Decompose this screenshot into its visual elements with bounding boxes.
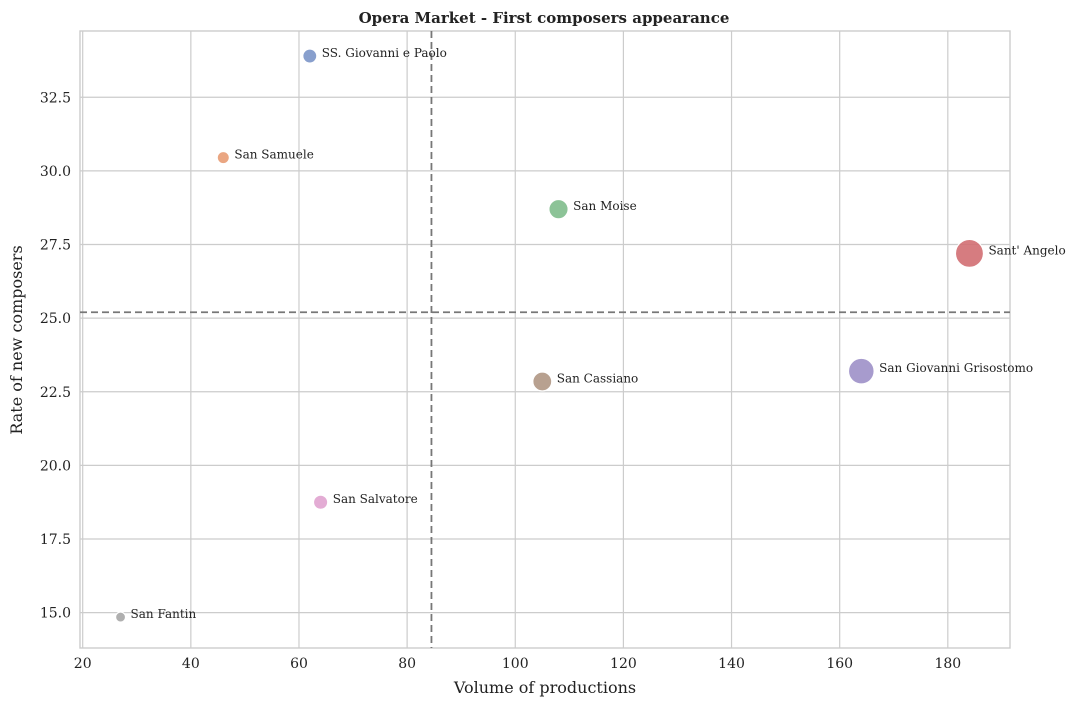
point-labels: SS. Giovanni e Paolo San Samuele San Moise… — [131, 46, 1066, 621]
point-label: Sant' Angelo — [988, 243, 1065, 257]
point-label: San Fantin — [131, 607, 197, 621]
data-point — [114, 611, 127, 623]
x-tick-label: 140 — [718, 656, 745, 672]
plot-frame — [79, 30, 1011, 649]
x-tick-label: 180 — [934, 656, 961, 672]
x-tick-label: 80 — [398, 656, 416, 672]
point-label: SS. Giovanni e Paolo — [322, 46, 447, 60]
data-point — [847, 357, 875, 385]
point-label: San Moise — [573, 199, 637, 213]
x-tick-label: 20 — [74, 656, 92, 672]
data-point — [216, 150, 230, 165]
x-axis-label: Volume of productions — [453, 678, 636, 697]
y-tick-label: 17.5 — [40, 532, 71, 548]
reference-lines — [80, 31, 1010, 648]
y-tick-label: 15.0 — [40, 606, 71, 622]
y-tick-label: 32.5 — [40, 90, 71, 106]
data-point — [532, 371, 553, 392]
tick-labels: 20 40 60 80 100 120 140 160 180 15.0 17.5 20.0 22.5 2… — [40, 90, 961, 672]
chart-title: Opera Market - First composers appearanc… — [359, 9, 730, 27]
x-tick-label: 120 — [610, 656, 637, 672]
data-points — [114, 48, 985, 623]
y-tick-label: 22.5 — [40, 385, 71, 401]
x-tick-label: 40 — [182, 656, 200, 672]
point-label: San Giovanni Grisostomo — [879, 361, 1033, 375]
y-tick-label: 27.5 — [40, 238, 71, 254]
data-point — [954, 238, 985, 268]
data-point — [548, 198, 569, 220]
y-tick-label: 20.0 — [40, 458, 71, 474]
y-axis-label: Rate of new composers — [7, 245, 26, 434]
grid-layer — [80, 31, 1010, 648]
y-tick-label: 25.0 — [40, 311, 71, 327]
y-tick-label: 30.0 — [40, 164, 71, 180]
x-tick-label: 60 — [290, 656, 308, 672]
data-point — [312, 494, 329, 510]
point-label: San Samuele — [234, 148, 313, 162]
x-tick-label: 100 — [502, 656, 529, 672]
point-label: San Salvatore — [333, 492, 418, 506]
point-label: San Cassiano — [557, 371, 639, 385]
x-tick-label: 160 — [826, 656, 853, 672]
data-point — [302, 48, 318, 64]
